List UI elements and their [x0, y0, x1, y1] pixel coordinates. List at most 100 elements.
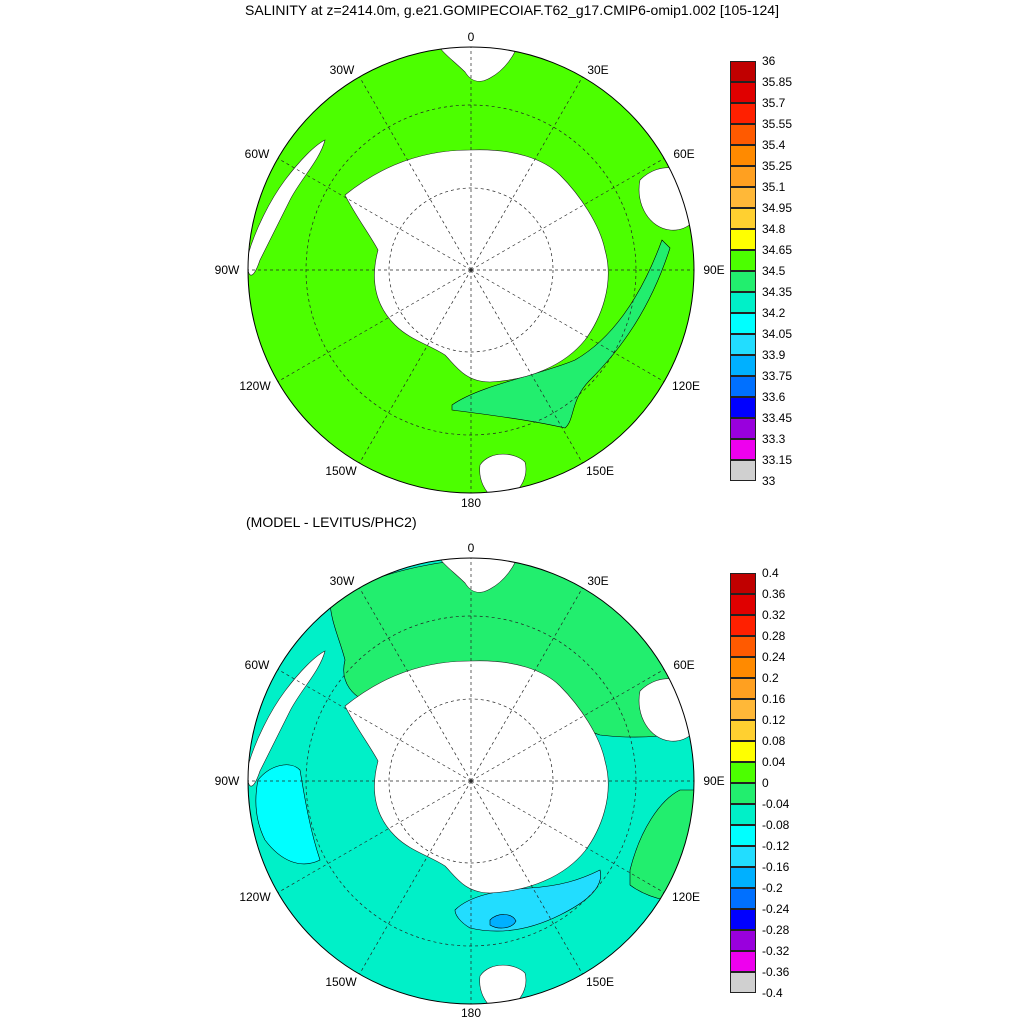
colorbar-tick-label: 0.04 [762, 755, 786, 769]
difference-map-border [247, 557, 695, 1005]
colorbar-tick-label: -0.2 [762, 881, 783, 895]
africa-land [439, 558, 521, 593]
colorbar-swatch [730, 187, 756, 208]
colorbar-swatch [730, 720, 756, 741]
lon-label: 60E [673, 658, 695, 672]
colorbar-swatch [730, 699, 756, 720]
colorbar-tick-label: 33.75 [762, 369, 793, 383]
colorbar-swatch [730, 888, 756, 909]
lon-label: 180 [460, 1006, 482, 1020]
colorbar-tick-label: 0.24 [762, 650, 786, 664]
difference-cyan-west [255, 764, 321, 865]
lon-label: 150E [585, 975, 615, 989]
colorbar-swatch [730, 615, 756, 636]
colorbar-tick-label: 0.2 [762, 671, 779, 685]
colorbar-tick-label: -0.28 [762, 923, 790, 937]
colorbar-swatch [730, 846, 756, 867]
colorbar-swatch [730, 271, 756, 292]
colorbar-swatch [730, 741, 756, 762]
lon-label: 60E [673, 147, 695, 161]
colorbar-tick-label: 35.4 [762, 138, 786, 152]
colorbar-swatch [730, 439, 756, 460]
lon-label: 60W [244, 147, 270, 161]
meridians [248, 47, 694, 493]
colorbar-swatch [730, 376, 756, 397]
lon-label: 90E [703, 263, 725, 277]
lon-label: 120E [671, 379, 701, 393]
colorbar-swatch [730, 909, 756, 930]
colorbar-swatch [730, 145, 756, 166]
colorbar-tick-label: 35.55 [762, 117, 793, 131]
colorbar-tick-label: -0.16 [762, 860, 790, 874]
colorbar-swatch [730, 82, 756, 103]
salinity-map-border [247, 46, 695, 494]
salinity-map [248, 47, 694, 493]
colorbar-swatch [730, 804, 756, 825]
colorbar-tick-label: 34.5 [762, 264, 786, 278]
lon-label: 0 [467, 30, 475, 44]
colorbar-tick-label: 33.3 [762, 432, 786, 446]
colorbar-swatch [730, 951, 756, 972]
lon-label: 150W [325, 464, 357, 478]
colorbar-swatch [730, 573, 756, 594]
colorbar-swatch [730, 250, 756, 271]
antarctica-land [344, 149, 609, 383]
lon-label: 150E [585, 464, 615, 478]
colorbar-tick-label: 34.65 [762, 243, 793, 257]
land-mask [248, 47, 694, 493]
colorbar-swatch [730, 103, 756, 124]
lon-label: 90E [703, 774, 725, 788]
colorbar-swatch [730, 292, 756, 313]
colorbar-swatch [730, 657, 756, 678]
difference-blue-core [489, 914, 517, 929]
africa-land [439, 47, 521, 82]
lon-label: 180 [460, 496, 482, 510]
figure-title: SALINITY at z=2414.0m, g.e21.GOMIPECOIAF… [245, 2, 779, 18]
colorbar-tick-label: -0.12 [762, 839, 790, 853]
colorbar-tick-label: 35.7 [762, 96, 786, 110]
lon-label: 90W [214, 774, 240, 788]
lon-label: 0 [467, 541, 475, 555]
antarctica-land [344, 660, 609, 894]
lon-label: 150W [325, 975, 357, 989]
colorbar-swatch [730, 460, 756, 481]
colorbar-tick-label: 0.12 [762, 713, 786, 727]
colorbar-swatch [730, 166, 756, 187]
colorbar-swatch [730, 208, 756, 229]
colorbar-swatch [730, 124, 756, 145]
new-zealand-land [479, 453, 527, 493]
colorbar-tick-label: 0.4 [762, 566, 779, 580]
colorbar-tick-label: 34.2 [762, 306, 786, 320]
colorbar-tick-label: 0.16 [762, 692, 786, 706]
colorbar-tick-label: 0.28 [762, 629, 786, 643]
colorbar-swatch [730, 762, 756, 783]
colorbar-swatch [730, 783, 756, 804]
lon-label: 120E [671, 890, 701, 904]
colorbar-swatch [730, 334, 756, 355]
colorbar-swatch [730, 867, 756, 888]
colorbar-tick-label: -0.08 [762, 818, 790, 832]
south-america-land [248, 139, 326, 276]
colorbar-tick-label: 36 [762, 54, 776, 68]
colorbar-tick-label: 33.45 [762, 411, 793, 425]
colorbar-tick-label: 34.05 [762, 327, 793, 341]
lon-label: 120W [239, 379, 271, 393]
meridians-bottom [248, 558, 694, 1004]
lon-label: 30E [587, 63, 609, 77]
difference-map [248, 558, 694, 1004]
colorbar-tick-label: 34.95 [762, 201, 793, 215]
lon-label: 60W [244, 658, 270, 672]
difference-subtitle: (MODEL - LEVITUS/PHC2) [246, 514, 417, 530]
lon-label: 120W [239, 890, 271, 904]
colorbar-swatch [730, 397, 756, 418]
colorbar-tick-label: 34.8 [762, 222, 786, 236]
colorbar-swatch [730, 355, 756, 376]
colorbar-tick-label: 0.36 [762, 587, 786, 601]
colorbar-swatch [730, 61, 756, 82]
colorbar-tick-label: -0.36 [762, 965, 790, 979]
lon-label: 30W [329, 63, 355, 77]
colorbar-swatch [730, 678, 756, 699]
colorbar-tick-label: 33.6 [762, 390, 786, 404]
colorbar-swatch [730, 972, 756, 993]
lon-label: 30E [587, 574, 609, 588]
